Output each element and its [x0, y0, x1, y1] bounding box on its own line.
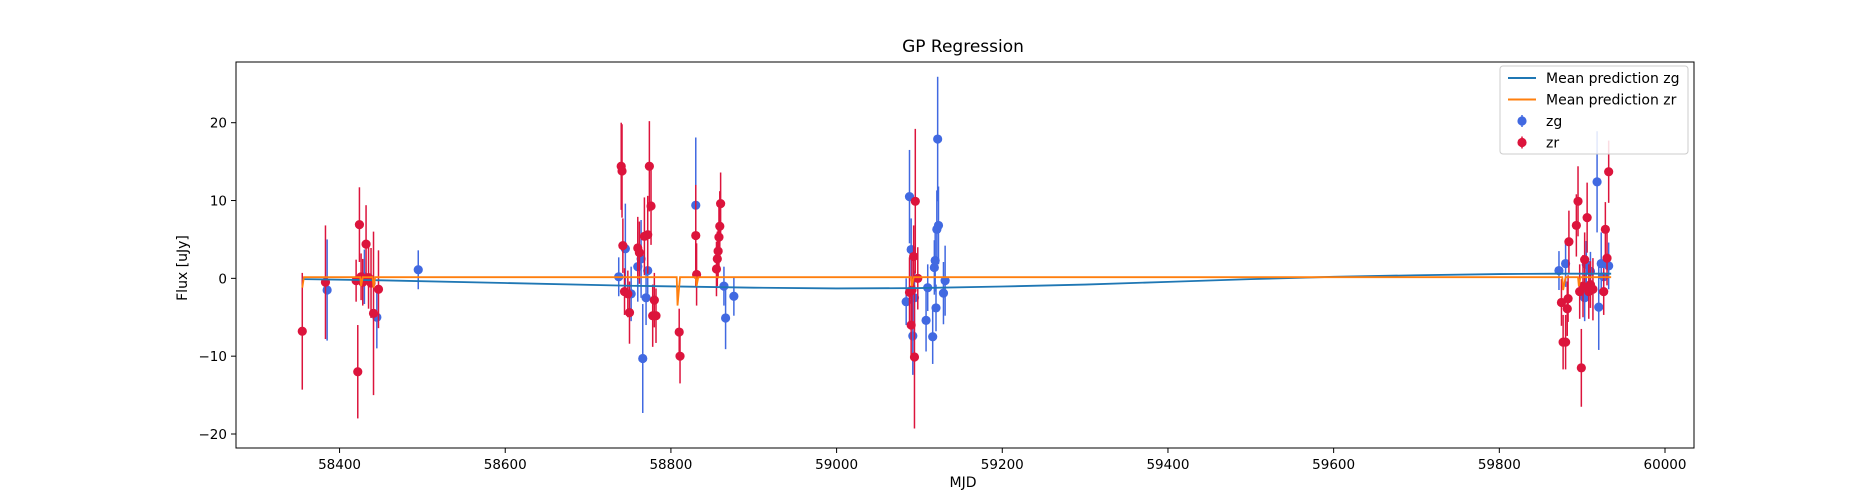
data-point: [1588, 284, 1598, 294]
plot-frame: [235, 61, 1695, 449]
x-tick-label: 58800: [649, 457, 692, 473]
data-point: [1562, 304, 1572, 314]
data-point: [921, 315, 931, 325]
data-point: [644, 161, 654, 171]
data-point: [715, 221, 725, 231]
data-point: [720, 313, 731, 323]
x-tick-label: 59200: [981, 457, 1024, 473]
data-point: [649, 295, 659, 305]
data-point: [913, 273, 923, 283]
data-point: [928, 332, 938, 342]
data-point: [1556, 297, 1567, 308]
data-point: [933, 134, 943, 144]
x-tick-label: 60000: [1644, 457, 1687, 473]
mean-line-zg: [302, 272, 1612, 290]
data-point: [1599, 286, 1609, 297]
x-tick-label: 58400: [318, 457, 361, 473]
x-axis-label: MJD: [950, 475, 977, 491]
x-tick-label: 59000: [815, 457, 858, 473]
data-point: [908, 331, 918, 341]
data-point: [617, 166, 627, 176]
data-point: [641, 293, 651, 303]
data-point: [297, 326, 307, 336]
x-tick-label: 59600: [1312, 457, 1355, 473]
data-point: [1560, 258, 1571, 269]
data-point: [643, 230, 653, 240]
data-point: [931, 303, 941, 313]
data-point: [716, 199, 726, 209]
data-point: [618, 241, 628, 251]
data-point: [940, 276, 950, 286]
data-point: [691, 230, 701, 241]
data-point: [910, 196, 920, 206]
data-point: [373, 284, 384, 294]
data-point: [624, 307, 635, 318]
data-point: [719, 281, 729, 291]
data-point: [938, 288, 949, 298]
data-point: [1573, 196, 1583, 206]
data-point: [1580, 255, 1590, 265]
legend-swatch: [1517, 137, 1527, 148]
legend-label: Mean prediction zg: [1546, 71, 1680, 87]
mean-line-zr: [301, 276, 1612, 306]
data-point: [354, 220, 365, 230]
data-point: [361, 239, 371, 249]
data-point: [675, 351, 685, 361]
data-point: [1604, 167, 1614, 177]
series-zr: [297, 121, 1614, 429]
data-point: [909, 352, 920, 362]
data-point: [1560, 337, 1571, 347]
data-point: [906, 320, 916, 330]
data-point: [1576, 363, 1586, 373]
data-point: [638, 353, 648, 364]
y-tick-label: −10: [199, 349, 228, 365]
data-point: [651, 311, 661, 321]
y-tick-label: 10: [210, 194, 227, 210]
data-point: [1564, 237, 1574, 247]
legend-swatch: [1517, 116, 1527, 126]
data-point: [933, 220, 944, 231]
data-point: [634, 248, 645, 258]
plot-area: [297, 76, 1614, 429]
data-point: [1594, 302, 1604, 312]
data-point: [1604, 261, 1614, 271]
data-point: [674, 327, 684, 337]
data-point: [1602, 253, 1612, 263]
data-point: [1563, 293, 1573, 304]
data-point: [909, 251, 919, 262]
y-axis-label: Flux [uJy]: [175, 235, 191, 301]
legend-label: Mean prediction zr: [1546, 93, 1677, 109]
data-point: [1582, 213, 1592, 223]
data-point: [713, 246, 723, 256]
data-point: [353, 367, 363, 377]
legend-box: [1499, 65, 1689, 155]
data-point: [729, 291, 739, 301]
x-tick-label: 58600: [484, 457, 527, 473]
data-point: [1592, 177, 1602, 187]
y-tick-label: −20: [199, 427, 228, 443]
y-tick-label: 20: [210, 116, 227, 132]
series-zg: [322, 76, 1614, 413]
data-point: [413, 265, 423, 275]
x-tick-label: 59400: [1146, 457, 1189, 473]
data-point: [901, 297, 911, 307]
legend-label: zr: [1546, 136, 1559, 152]
data-point: [646, 201, 656, 211]
axes: 58400 58600 58800 59000 59200 59400 59600 59800…: [199, 61, 1695, 473]
plot-inner: [297, 76, 1614, 429]
data-point: [623, 289, 633, 299]
legend: Mean prediction zg Mean prediction zr zg zr: [1499, 65, 1689, 155]
y-tick-label: 0: [218, 271, 227, 287]
data-point: [368, 308, 379, 318]
legend-label: zg: [1546, 114, 1562, 130]
chart-title: GP Regression: [902, 37, 1024, 57]
data-point: [1571, 220, 1581, 231]
x-tick-label: 59800: [1478, 457, 1521, 473]
data-point: [322, 285, 332, 295]
data-point: [714, 232, 724, 242]
data-point: [1600, 224, 1610, 234]
